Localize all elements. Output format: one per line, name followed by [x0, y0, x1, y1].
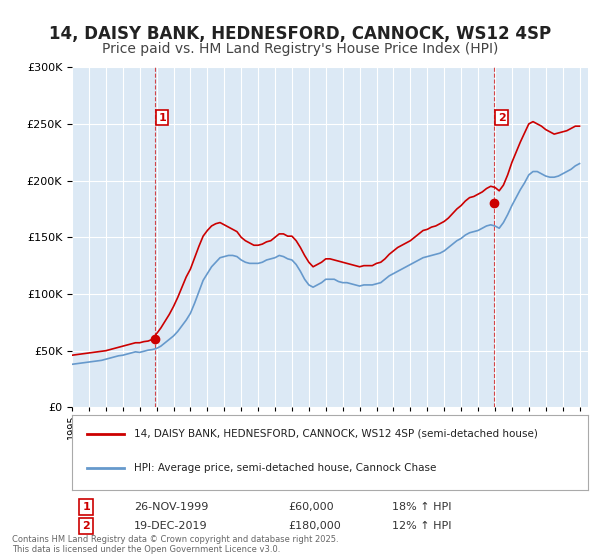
Text: Price paid vs. HM Land Registry's House Price Index (HPI): Price paid vs. HM Land Registry's House …: [102, 42, 498, 56]
Text: 26-NOV-1999: 26-NOV-1999: [134, 502, 208, 512]
Text: 14, DAISY BANK, HEDNESFORD, CANNOCK, WS12 4SP: 14, DAISY BANK, HEDNESFORD, CANNOCK, WS1…: [49, 25, 551, 43]
Text: Contains HM Land Registry data © Crown copyright and database right 2025.
This d: Contains HM Land Registry data © Crown c…: [12, 535, 338, 554]
Text: 1: 1: [82, 502, 90, 512]
Text: HPI: Average price, semi-detached house, Cannock Chase: HPI: Average price, semi-detached house,…: [134, 463, 436, 473]
Text: £60,000: £60,000: [289, 502, 334, 512]
Text: 12% ↑ HPI: 12% ↑ HPI: [392, 521, 451, 531]
Text: 2: 2: [82, 521, 90, 531]
Text: 18% ↑ HPI: 18% ↑ HPI: [392, 502, 451, 512]
Text: 19-DEC-2019: 19-DEC-2019: [134, 521, 208, 531]
Text: 2: 2: [497, 113, 505, 123]
Text: 1: 1: [158, 113, 166, 123]
Text: 14, DAISY BANK, HEDNESFORD, CANNOCK, WS12 4SP (semi-detached house): 14, DAISY BANK, HEDNESFORD, CANNOCK, WS1…: [134, 429, 538, 439]
Text: £180,000: £180,000: [289, 521, 341, 531]
